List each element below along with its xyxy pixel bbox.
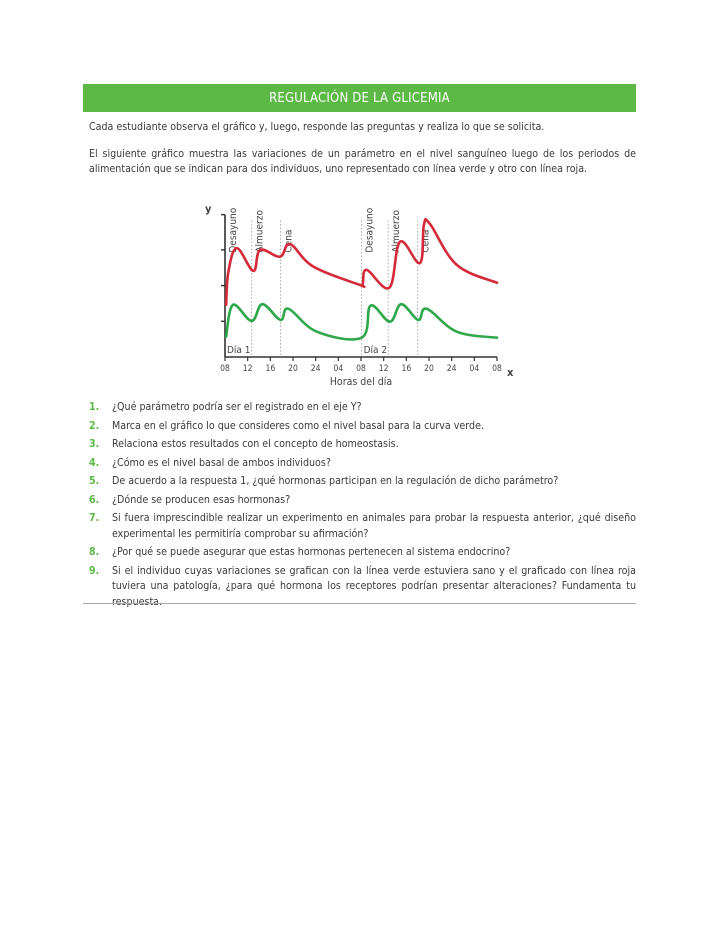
question-text: ¿Dónde se producen esas hormonas? bbox=[112, 493, 291, 506]
question-item: 3. Relaciona estos resultados con el conc… bbox=[83, 437, 636, 453]
x-tick-label: 04 bbox=[333, 364, 343, 374]
question-number: 2. bbox=[89, 419, 100, 432]
x-tick-label: 04 bbox=[469, 364, 479, 374]
question-item: 4. ¿Cómo es el nivel basal de ambos indiv… bbox=[83, 456, 636, 472]
question-number: 8. bbox=[89, 546, 100, 558]
x-tick-label: 20 bbox=[288, 364, 298, 374]
question-item: 5. De acuerdo a la respuesta 1, ¿qué horm… bbox=[83, 474, 636, 490]
x-tick-label: 08 bbox=[356, 364, 366, 374]
chart-description-text: El siguiente gráfico muestra las variaci… bbox=[89, 147, 636, 176]
bottom-divider bbox=[83, 603, 636, 604]
day-label: Día 1 bbox=[227, 344, 251, 356]
meal-marker-label: Cena bbox=[284, 230, 295, 253]
question-number: 5. bbox=[89, 475, 100, 487]
question-text: Relaciona estos resultados con el concep… bbox=[112, 438, 399, 450]
x-tick-label: 12 bbox=[379, 364, 389, 374]
glycemia-chart: Desayuno Almuerzo Cena Desayuno Almuerzo Cena… bbox=[205, 203, 514, 388]
question-number: 1. bbox=[89, 401, 100, 413]
question-text: ¿Por qué se puede asegurar que estas hor… bbox=[112, 546, 511, 558]
x-tick-label: 12 bbox=[243, 364, 253, 374]
question-item: 6. ¿Dónde se producen esas hormonas? bbox=[83, 493, 636, 509]
section-title: REGULACIÓN DE LA GLICEMIA bbox=[83, 84, 636, 112]
question-item: 9. Si el individuo cuyas variaciones se g… bbox=[83, 564, 636, 611]
green-series-line bbox=[224, 302, 499, 341]
x-tick-label: 16 bbox=[401, 364, 411, 374]
meal-marker-label: Almuerzo bbox=[391, 210, 402, 253]
activity-sheet: REGULACIÓN DE LA GLICEMIA Cada estudiant… bbox=[83, 84, 636, 178]
meal-marker-label: Desayuno bbox=[228, 207, 239, 252]
meal-marker-label: Almuerzo bbox=[255, 210, 266, 253]
red-series-line bbox=[224, 217, 499, 307]
x-axis-letter: x bbox=[507, 366, 514, 379]
x-tick-label: 08 bbox=[220, 364, 230, 374]
question-number: 4. bbox=[89, 456, 100, 469]
question-item: 1. ¿Qué parámetro podría ser el registrad… bbox=[83, 400, 636, 416]
x-tick-label: 16 bbox=[265, 364, 275, 374]
x-axis-label: Horas del día bbox=[330, 376, 392, 388]
x-tick-label: 24 bbox=[447, 364, 457, 374]
y-axis-label: y bbox=[205, 203, 212, 216]
day-label: Día 2 bbox=[364, 344, 388, 356]
question-number: 6. bbox=[89, 493, 100, 506]
question-text: Si el individuo cuyas variaciones se gra… bbox=[112, 564, 636, 608]
question-text: De acuerdo a la respuesta 1, ¿qué hormon… bbox=[112, 475, 559, 487]
question-item: 2. Marca en el gráfico lo que consideres … bbox=[83, 419, 636, 435]
x-tick-label: 08 bbox=[492, 364, 502, 374]
meal-marker-label: Cena bbox=[421, 230, 432, 253]
question-list: 1. ¿Qué parámetro podría ser el registrad… bbox=[83, 400, 636, 613]
question-item: 7. Si fuera imprescindible realizar un ex… bbox=[83, 511, 636, 542]
meal-marker-label: Desayuno bbox=[365, 207, 376, 252]
question-number: 7. bbox=[89, 512, 100, 524]
question-text: Marca en el gráfico lo que consideres co… bbox=[112, 419, 484, 432]
x-tick-label: 24 bbox=[311, 364, 321, 374]
x-tick-label: 20 bbox=[424, 364, 434, 374]
question-text: ¿Qué parámetro podría ser el registrado … bbox=[112, 401, 362, 413]
question-number: 9. bbox=[89, 564, 100, 577]
question-item: 8. ¿Por qué se puede asegurar que estas h… bbox=[83, 545, 636, 561]
question-number: 3. bbox=[89, 438, 100, 450]
question-text: ¿Cómo es el nivel basal de ambos individ… bbox=[112, 456, 331, 469]
question-text: Si fuera imprescindible realizar un expe… bbox=[112, 512, 636, 540]
instructions-text: Cada estudiante observa el gráfico y, lu… bbox=[89, 121, 545, 133]
